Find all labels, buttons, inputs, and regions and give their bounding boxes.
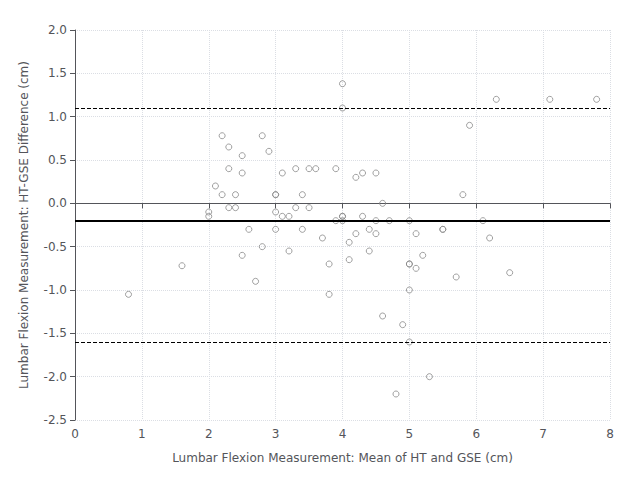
- svg-text:-2.5: -2.5: [44, 413, 67, 427]
- svg-text:3: 3: [272, 427, 280, 441]
- svg-text:-2.0: -2.0: [44, 370, 67, 384]
- svg-text:0: 0: [71, 427, 79, 441]
- svg-text:1.0: 1.0: [48, 110, 67, 124]
- svg-text:1.5: 1.5: [48, 66, 67, 80]
- svg-text:Lumbar Flexion Measurement: HT: Lumbar Flexion Measurement: HT-GSE Diffe…: [17, 61, 31, 389]
- svg-text:-0.5: -0.5: [44, 240, 67, 254]
- svg-text:Lumbar Flexion Measurement: Me: Lumbar Flexion Measurement: Mean of HT a…: [172, 451, 513, 465]
- svg-text:5: 5: [406, 427, 414, 441]
- svg-text:6: 6: [472, 427, 480, 441]
- svg-text:2.0: 2.0: [48, 23, 67, 37]
- svg-text:1: 1: [138, 427, 146, 441]
- svg-text:-1.5: -1.5: [44, 326, 67, 340]
- svg-text:8: 8: [606, 427, 614, 441]
- svg-text:-1.0: -1.0: [44, 283, 67, 297]
- svg-text:2: 2: [205, 427, 213, 441]
- svg-text:0.5: 0.5: [48, 153, 67, 167]
- svg-text:7: 7: [539, 427, 547, 441]
- svg-text:0.0: 0.0: [48, 196, 67, 210]
- svg-text:4: 4: [339, 427, 347, 441]
